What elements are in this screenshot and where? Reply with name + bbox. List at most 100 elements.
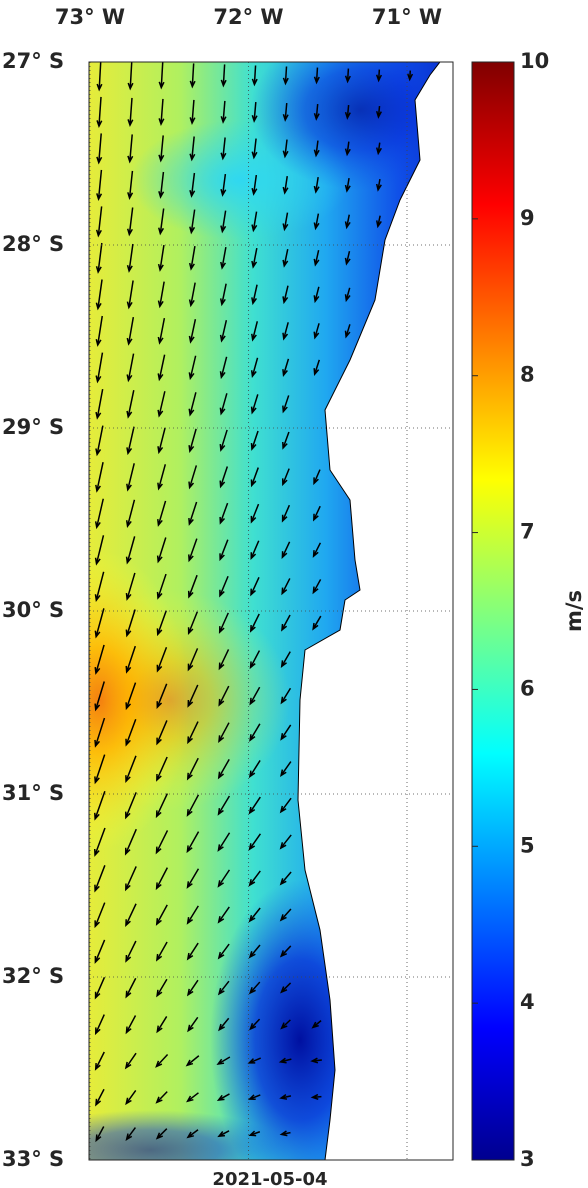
wind-arrow: [157, 354, 166, 382]
wind-arrow: [344, 68, 351, 84]
wind-arrow: [282, 431, 290, 450]
wind-arrow: [248, 907, 261, 923]
wind-arrow: [281, 541, 291, 559]
wind-arrow: [127, 97, 134, 127]
colorbar-tick-label: 10: [520, 49, 549, 73]
colorbar-tick-label: 9: [520, 206, 535, 230]
wind-arrow: [375, 215, 382, 229]
wind-arrow: [218, 649, 230, 671]
wind-arrow: [281, 578, 291, 596]
wind-arrow: [247, 1094, 261, 1100]
wind-arrow: [310, 1093, 322, 1100]
wind-arrow: [220, 173, 227, 197]
wind-arrow: [126, 426, 135, 456]
wind-arrow: [219, 393, 228, 416]
wind-arrow: [124, 1052, 137, 1070]
wind-arrow: [282, 395, 290, 414]
wind-arrow: [94, 644, 105, 675]
wind-arrow: [313, 469, 321, 486]
wind-arrow: [186, 831, 200, 854]
wind-arrow: [344, 251, 351, 266]
wind-arrow: [313, 140, 320, 158]
wind-arrow: [94, 608, 105, 639]
wind-arrow: [313, 250, 320, 267]
wind-arrow: [157, 500, 167, 527]
wind-arrow: [127, 62, 134, 91]
wind-arrow: [125, 609, 136, 638]
wind-arrow: [94, 717, 106, 748]
wind-arrow: [186, 794, 200, 817]
wind-arrow: [278, 1057, 292, 1064]
wind-arrow: [125, 645, 137, 674]
wind-arrow: [157, 281, 165, 309]
wind-arrow: [282, 322, 289, 341]
wind-arrow: [220, 246, 227, 270]
date-label: 2021-05-04: [212, 1169, 327, 1188]
wind-arrow: [281, 504, 291, 523]
wind-arrow: [280, 687, 292, 705]
wind-arrow: [126, 280, 134, 310]
wind-arrow: [279, 1130, 291, 1137]
colorbar-tick-label: 5: [520, 833, 535, 857]
wind-arrow: [251, 101, 258, 123]
colorbar-tick-label: 4: [520, 990, 535, 1014]
wind-arrow: [94, 939, 106, 964]
wind-arrow: [186, 868, 200, 889]
wind-arrow: [94, 681, 105, 712]
wind-arrow: [248, 796, 261, 815]
wind-arrow: [282, 66, 289, 86]
wind-arrow: [344, 287, 351, 303]
wind-arrow: [217, 758, 230, 780]
wind-arrow: [93, 827, 106, 857]
wind-arrow: [187, 1016, 199, 1033]
plot-frame: [88, 61, 454, 1161]
wind-arrow: [94, 498, 104, 530]
wind-arrow: [249, 686, 261, 706]
wind-arrow: [95, 388, 104, 420]
wind-arrow: [156, 610, 167, 637]
wind-arrow: [375, 179, 382, 192]
wind-arrow: [95, 242, 103, 274]
lat-tick-label: 32° S: [2, 964, 64, 988]
wind-arrow: [282, 212, 289, 232]
wind-arrow: [155, 867, 169, 891]
wind-arrow: [279, 834, 292, 850]
wind-arrow: [248, 944, 261, 959]
wind-arrow: [217, 906, 230, 924]
wind-arrow: [156, 683, 168, 709]
wind-arrow: [188, 465, 198, 490]
wind-arrow: [124, 828, 137, 856]
wind-arrow: [186, 1129, 199, 1139]
wind-arrow: [248, 870, 261, 887]
wind-arrow: [280, 724, 292, 741]
wind-arrow: [282, 139, 289, 159]
wind-arrow: [313, 213, 320, 231]
wind-arrow: [95, 1126, 105, 1143]
wind-arrow: [187, 684, 199, 708]
wind-arrow: [310, 1057, 322, 1064]
wind-arrow: [250, 430, 259, 451]
wind-arrow: [217, 1130, 230, 1138]
wind-arrow: [96, 62, 103, 92]
wind-arrow: [251, 284, 258, 306]
wind-arrow: [188, 392, 197, 417]
wind-arrow: [279, 945, 292, 958]
wind-arrow: [188, 282, 196, 308]
wind-arrow: [125, 792, 137, 820]
wind-arrow: [313, 286, 320, 304]
wind-arrow: [344, 105, 351, 120]
wind-arrow: [125, 1015, 137, 1035]
wind-arrow: [249, 613, 260, 633]
wind-arrow: [251, 174, 258, 196]
wind-arrow: [216, 1093, 230, 1102]
wind-arrow: [281, 614, 291, 632]
wind-arrow: [312, 579, 322, 595]
wind-arrow: [94, 865, 106, 893]
wind-arrow: [313, 323, 320, 340]
wind-arrow: [125, 755, 137, 783]
wind-arrow: [189, 63, 196, 89]
lat-tick-label: 33° S: [2, 1147, 64, 1171]
wind-arrow: [125, 682, 137, 711]
wind-arrow: [95, 352, 104, 384]
